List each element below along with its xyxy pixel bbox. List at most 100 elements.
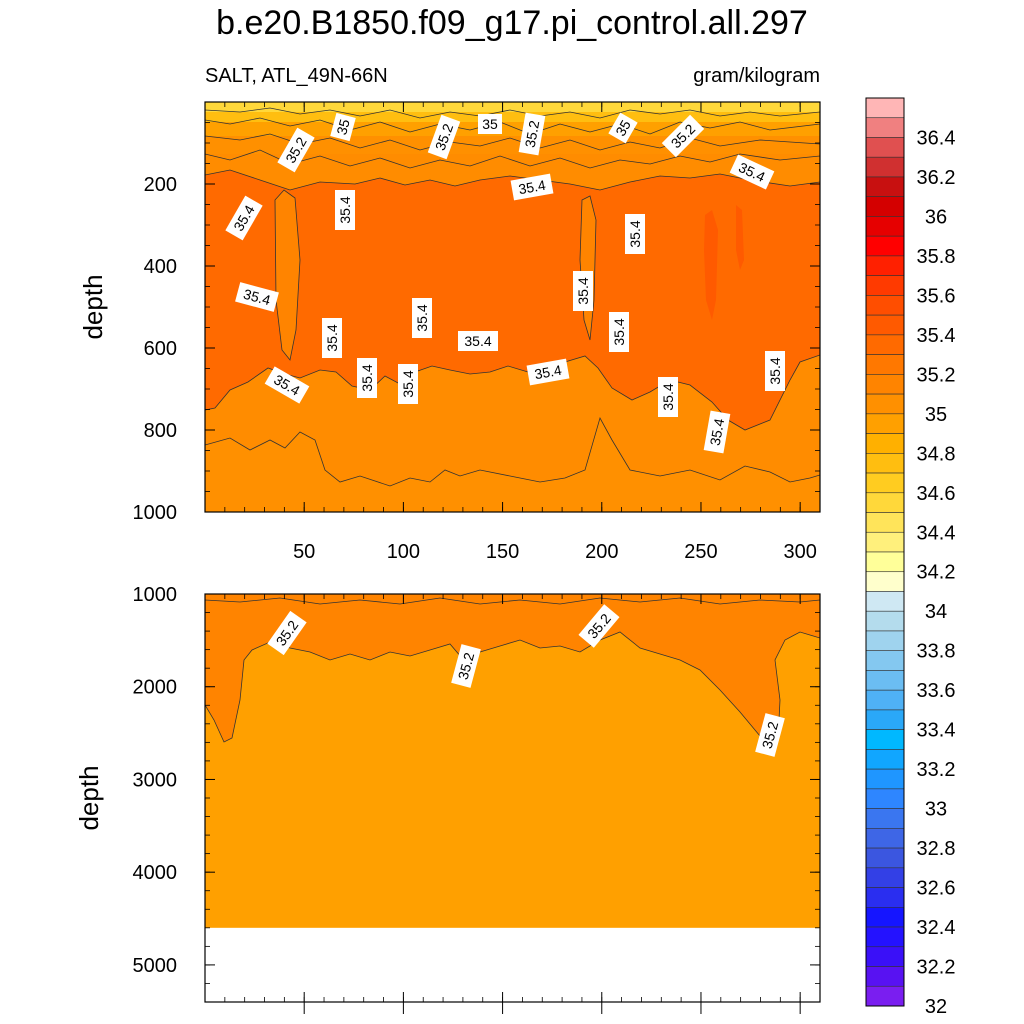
colorbar-swatch [865,275,905,296]
colorbar-label: 35.4 [917,325,956,347]
colorbar-swatch [865,453,905,474]
colorbar-label: 34 [925,601,947,623]
colorbar-label: 36 [925,206,947,228]
contour-label-box [510,173,554,201]
upper-contour-label: 35.4 [625,214,645,254]
colorbar-label: 35.6 [917,285,956,307]
colorbar-swatch [865,926,905,948]
contour-label-box [625,214,645,254]
contour-line-u6 [205,354,820,431]
colorbar-label: 32 [925,996,947,1018]
colorbar-swatch [865,492,905,513]
upper-y-axis-label: depth [78,274,108,339]
region-35-2-left [275,190,300,360]
colorbar-label: 35.2 [917,364,956,386]
contour-label-box [357,358,377,398]
contour-label-box [661,114,705,158]
colorbar-swatch [865,887,905,908]
lower-y-axis-label: depth [74,765,104,830]
upper-contour-label: 35.4 [398,364,418,404]
colorbar-swatch [865,176,905,197]
colorbar-label: 34.6 [917,483,956,505]
contour-line-u7 [205,416,820,487]
surface-band-2 [205,112,820,122]
colorbar-swatch [865,334,905,355]
upper-y-tick-label: 400 [144,256,177,278]
colorbar-label: 33 [925,799,947,821]
colorbar-swatch [865,847,905,869]
colorbar-swatch [865,591,905,612]
region-deep [205,418,820,512]
lower-y-tick-label: 4000 [133,862,178,884]
colorbar-swatch [865,413,905,434]
colorbar-swatch [865,729,905,750]
contour-line-u5 [205,169,820,191]
colorbar-label: 33.8 [917,641,956,663]
contour-label-text: 35.4 [575,277,591,304]
upper-contour-label: 35.4 [510,173,554,201]
contour-label-text: 35.4 [242,286,273,309]
colorbar-label: 32.6 [917,878,956,900]
colorbar-swatch [865,354,905,375]
contour-label-text: 35.4 [400,370,416,397]
contour-line-u1 [205,107,820,119]
upper-x-tick-label: 300 [783,541,816,563]
contour-label-box [277,127,315,173]
colorbar-swatch [865,985,905,1007]
lower-contour-label: 35.2 [578,604,620,648]
colorbar-swatch [865,749,905,770]
upper-contour-label: 35.4 [235,282,279,312]
colorbar-label: 34.4 [917,522,956,544]
upper-contour-label: 35 [478,114,502,134]
contour-label-box [322,318,342,358]
colorbar-label: 33.4 [917,720,956,742]
colorbar: 36.4 36.2 36 35.8 35.6 35.4 35.2 35 34.8 34.6 34.4… [865,97,956,1018]
colorbar-swatch [865,551,905,573]
contour-label-text: 35.4 [517,177,547,198]
contour-label-text: 35.4 [767,357,783,384]
colorbar-swatch [865,512,905,533]
upper-x-tick-label: 200 [585,541,618,563]
region-35-6-a [704,210,718,320]
colorbar-swatch [865,670,905,691]
surface-band-3 [205,122,820,136]
colorbar-swatch [865,709,905,730]
colorbar-label: 32.8 [917,838,956,860]
contour-label-text: 35.4 [707,417,728,447]
contour-label-text: 35.4 [414,304,430,331]
upper-contour-label: 35 [330,112,356,142]
colorbar-swatch [865,216,905,237]
contour-label-box [458,331,498,351]
contour-label-box [235,282,279,312]
contour-label-text: 35 [482,116,498,132]
upper-contour-label: 35.4 [703,410,731,454]
colorbar-swatch [865,295,905,316]
contour-label-box [578,604,620,648]
lower-y-tick-label: 1000 [133,584,178,606]
contour-label-text: 35.4 [533,362,563,383]
colorbar-label: 34.8 [917,443,956,465]
contour-labels: 35 35.2 35.2 35 35.2 35 35.2 35.4 35.4 35.4 35.4 35… [225,112,785,757]
contour-label-box [609,312,629,352]
colorbar-label: 36.2 [917,167,956,189]
lower-axes: 1000 2000 3000 4000 5000 [133,584,820,1014]
contour-line-u8 [274,189,301,361]
colorbar-label: 33.2 [917,759,956,781]
colorbar-label: 32.4 [917,917,956,939]
upper-y-tick-label: 800 [144,420,177,442]
upper-contour-label: 35.4 [335,190,355,230]
colorbar-label: 35.8 [917,246,956,268]
colorbar-label: 35 [925,404,947,426]
colorbar-label: 36.4 [917,127,956,149]
colorbar-swatch [865,156,905,178]
upper-contour-label: 35.4 [458,331,498,351]
contour-label-box [412,298,432,338]
colorbar-swatch [865,788,905,809]
colorbar-label: 32.2 [917,957,956,979]
colorbar-frame [865,97,905,1007]
upper-contour-label: 35.4 [322,318,342,358]
colorbar-swatch [865,255,905,276]
upper-contour-label: 35.4 [765,351,785,391]
colorbar-label: 34.2 [917,562,956,584]
chart-title: b.e20.B1850.f09_g17.pi_control.all.297 [216,4,808,42]
